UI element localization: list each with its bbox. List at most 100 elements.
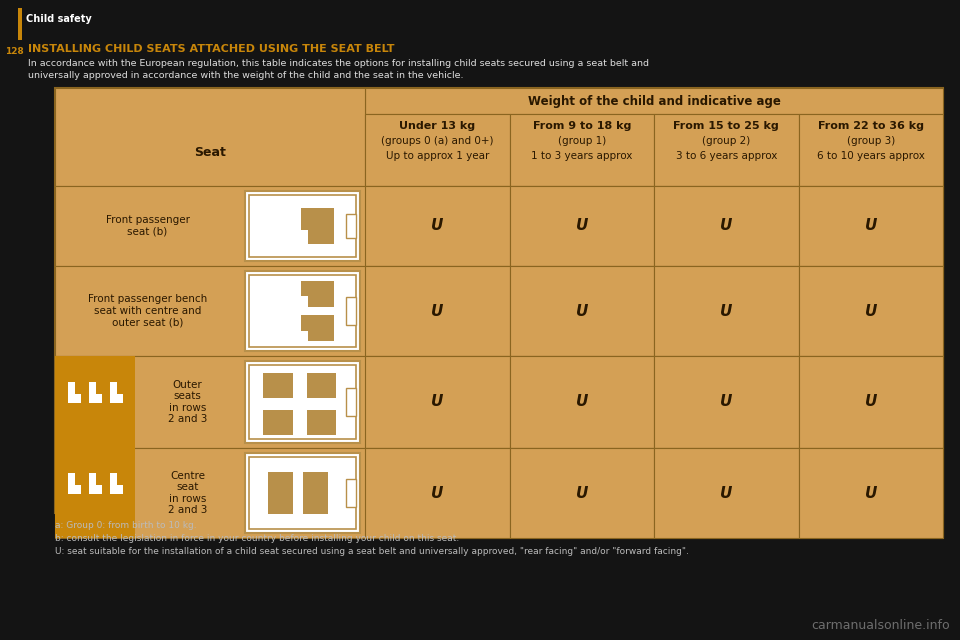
Bar xyxy=(308,315,333,341)
Text: Seat: Seat xyxy=(194,145,226,159)
Text: 1 to 3 years approx: 1 to 3 years approx xyxy=(531,151,633,161)
Bar xyxy=(263,410,293,435)
Bar xyxy=(55,448,943,538)
Bar xyxy=(55,266,943,356)
Bar xyxy=(249,365,356,439)
Text: 3 to 6 years approx: 3 to 6 years approx xyxy=(676,151,777,161)
Text: a: Group 0: from birth to 10 kg.: a: Group 0: from birth to 10 kg. xyxy=(55,521,197,530)
Bar xyxy=(89,473,96,487)
Bar xyxy=(510,186,654,266)
Text: Weight of the child and indicative age: Weight of the child and indicative age xyxy=(528,95,780,108)
Bar xyxy=(245,453,360,533)
Bar xyxy=(249,195,356,257)
Bar xyxy=(365,88,943,114)
Text: U: seat suitable for the installation of a child seat secured using a seat belt : U: seat suitable for the installation of… xyxy=(55,547,689,556)
Bar xyxy=(55,186,943,266)
Bar xyxy=(510,356,654,448)
Bar xyxy=(55,356,135,448)
Bar xyxy=(245,361,360,443)
Text: U: U xyxy=(576,394,588,410)
Bar xyxy=(346,479,356,507)
Text: U: U xyxy=(865,303,876,319)
Text: (group 2): (group 2) xyxy=(702,136,751,146)
Bar xyxy=(654,114,799,186)
Text: U: U xyxy=(431,303,444,319)
Bar xyxy=(300,208,309,230)
Bar xyxy=(365,114,510,186)
Text: (group 1): (group 1) xyxy=(558,136,606,146)
Text: 6 to 10 years approx: 6 to 10 years approx xyxy=(817,151,924,161)
Text: U: U xyxy=(865,486,876,500)
Text: Under 13 kg: Under 13 kg xyxy=(399,121,475,131)
Bar xyxy=(55,356,943,448)
Bar xyxy=(263,373,293,398)
Bar xyxy=(306,410,336,435)
Text: From 9 to 18 kg: From 9 to 18 kg xyxy=(533,121,631,131)
Text: INSTALLING CHILD SEATS ATTACHED USING THE SEAT BELT: INSTALLING CHILD SEATS ATTACHED USING TH… xyxy=(28,44,395,54)
Bar xyxy=(510,448,654,538)
Bar xyxy=(110,394,123,403)
Text: 128: 128 xyxy=(5,47,23,56)
Text: From 15 to 25 kg: From 15 to 25 kg xyxy=(673,121,780,131)
Bar xyxy=(89,485,102,494)
Text: In accordance with the European regulation, this table indicates the options for: In accordance with the European regulati… xyxy=(28,59,649,68)
Bar xyxy=(346,297,356,325)
Text: U: U xyxy=(720,303,732,319)
Text: From 22 to 36 kg: From 22 to 36 kg xyxy=(818,121,924,131)
Bar xyxy=(799,114,943,186)
Bar xyxy=(346,388,356,417)
Bar xyxy=(68,473,75,487)
Text: Centre
seat
in rows
2 and 3: Centre seat in rows 2 and 3 xyxy=(168,470,207,515)
Text: U: U xyxy=(720,218,732,234)
Bar xyxy=(654,356,799,448)
Bar xyxy=(68,485,81,494)
Bar xyxy=(55,448,135,538)
Text: Up to approx 1 year: Up to approx 1 year xyxy=(386,151,489,161)
Text: U: U xyxy=(576,486,588,500)
Text: U: U xyxy=(576,218,588,234)
Bar xyxy=(799,186,943,266)
Bar xyxy=(308,280,333,307)
Bar xyxy=(799,266,943,356)
Bar xyxy=(654,266,799,356)
Bar xyxy=(55,88,943,513)
Text: Outer
seats
in rows
2 and 3: Outer seats in rows 2 and 3 xyxy=(168,380,207,424)
Bar xyxy=(365,266,510,356)
Bar xyxy=(365,448,510,538)
Bar xyxy=(799,356,943,448)
Bar xyxy=(308,208,333,244)
Bar xyxy=(55,88,365,186)
Text: U: U xyxy=(431,486,444,500)
Bar xyxy=(510,114,654,186)
Bar xyxy=(365,356,510,448)
Text: U: U xyxy=(576,303,588,319)
Bar xyxy=(654,186,799,266)
Text: U: U xyxy=(431,394,444,410)
Bar xyxy=(18,8,22,40)
Bar xyxy=(300,280,309,296)
Text: carmanualsonline.info: carmanualsonline.info xyxy=(811,619,950,632)
Text: Front passenger bench
seat with centre and
outer seat (b): Front passenger bench seat with centre a… xyxy=(88,294,207,328)
Text: U: U xyxy=(865,218,876,234)
Text: U: U xyxy=(865,394,876,410)
Bar xyxy=(300,315,309,331)
Bar xyxy=(89,394,102,403)
Text: U: U xyxy=(431,218,444,234)
Bar xyxy=(306,373,336,398)
Bar xyxy=(654,448,799,538)
Bar xyxy=(89,382,96,396)
Text: U: U xyxy=(720,486,732,500)
Bar xyxy=(268,472,294,514)
Bar xyxy=(249,457,356,529)
Bar xyxy=(110,485,123,494)
Bar xyxy=(110,382,117,396)
Text: b: consult the legislation in force in your country before installing your child: b: consult the legislation in force in y… xyxy=(55,534,459,543)
Bar xyxy=(510,266,654,356)
Bar xyxy=(245,271,360,351)
Text: Child safety: Child safety xyxy=(26,14,92,24)
Bar xyxy=(245,191,360,261)
Bar xyxy=(302,472,327,514)
Bar xyxy=(799,448,943,538)
Text: Front passenger
seat (b): Front passenger seat (b) xyxy=(106,215,189,237)
Bar xyxy=(110,473,117,487)
